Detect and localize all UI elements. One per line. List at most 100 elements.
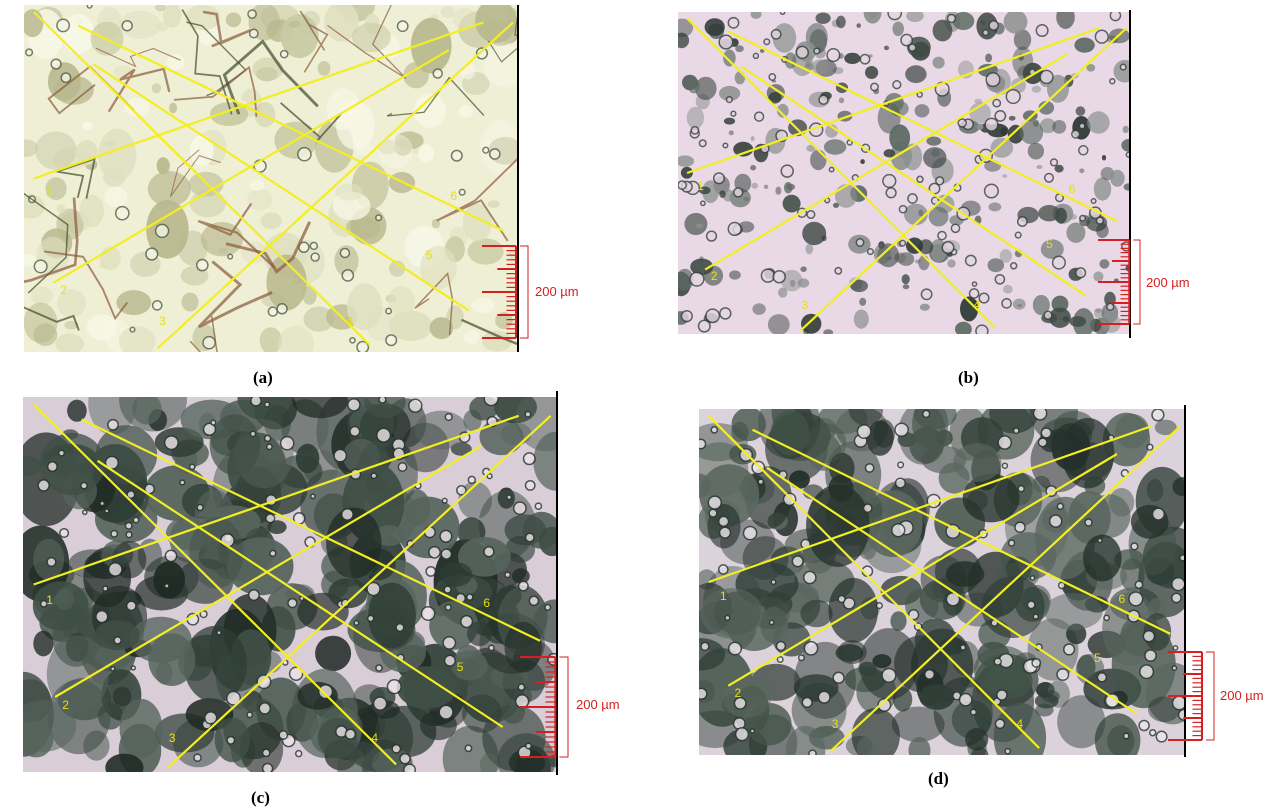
texture-blob xyxy=(945,561,985,587)
texture-blob xyxy=(98,128,137,182)
texture-blob xyxy=(844,52,861,64)
grain-boundary xyxy=(24,306,80,331)
texture-blob xyxy=(919,303,930,311)
texture-bubble xyxy=(900,33,914,47)
texture-bubble xyxy=(534,502,543,511)
texture-bubble xyxy=(772,269,786,284)
texture-bubble xyxy=(994,109,1007,122)
texture-blob xyxy=(1069,316,1087,327)
intercept-line-4 xyxy=(33,11,371,346)
texture-bubble xyxy=(443,585,452,594)
texture-blob xyxy=(785,725,826,755)
texture-bubble xyxy=(86,5,93,9)
line-number-5: 5 xyxy=(425,247,433,262)
texture-blob xyxy=(68,29,85,43)
intercept-line-3 xyxy=(799,27,1128,332)
scale-label-c: 200 µm xyxy=(576,697,620,712)
texture-blob xyxy=(374,705,437,758)
texture-bubble xyxy=(717,564,729,575)
intercept-line-2 xyxy=(54,444,482,698)
texture-bubble xyxy=(803,640,819,656)
texture-bubble xyxy=(109,665,116,672)
grain-boundary xyxy=(436,157,518,242)
texture-bubble xyxy=(1078,122,1086,130)
texture-blob xyxy=(698,186,711,195)
texture-bubble xyxy=(752,52,760,60)
texture-bubble xyxy=(261,748,271,758)
line-number-6: 6 xyxy=(450,188,458,203)
texture-blob xyxy=(684,212,708,236)
texture-bubble xyxy=(408,398,423,413)
texture-bubble xyxy=(440,548,453,560)
texture-bubble xyxy=(985,72,1001,88)
texture-blob xyxy=(901,274,910,285)
texture-blob xyxy=(686,106,705,129)
texture-blob xyxy=(480,120,518,175)
texture-bubble xyxy=(1109,12,1122,22)
texture-blob xyxy=(418,144,434,163)
line-number-6: 6 xyxy=(1068,182,1076,197)
texture-blob xyxy=(153,561,185,599)
texture-blob xyxy=(783,182,793,194)
texture-blob xyxy=(801,313,822,334)
texture-bubble xyxy=(994,718,1006,730)
texture-blob xyxy=(905,65,927,84)
texture-blob xyxy=(154,427,204,457)
texture-bubble xyxy=(997,435,1013,450)
texture-bubble xyxy=(882,173,897,189)
intercept-line-1 xyxy=(33,21,484,180)
texture-bubble xyxy=(1049,158,1059,167)
grain-boundary xyxy=(173,65,258,117)
texture-blob xyxy=(239,722,284,772)
texture-bubble xyxy=(57,449,66,457)
texture-bubble xyxy=(757,478,765,486)
caption-d: (d) xyxy=(928,769,949,788)
texture-bubble xyxy=(309,241,319,251)
texture-bubble xyxy=(894,422,909,438)
texture-bubble xyxy=(104,508,110,514)
texture-bubble xyxy=(699,438,707,450)
texture-bubble xyxy=(946,13,957,24)
texture-bubble xyxy=(782,492,797,507)
texture-blob xyxy=(775,186,782,195)
texture-bubble xyxy=(1170,592,1182,604)
intercept-line-2 xyxy=(53,49,450,284)
texture-bubble xyxy=(749,728,756,734)
texture-bubble xyxy=(727,16,740,29)
texture-bubble xyxy=(399,752,411,765)
texture-bubble xyxy=(425,565,437,577)
texture-blob xyxy=(1034,693,1059,709)
texture-blob xyxy=(1002,174,1008,179)
texture-blob xyxy=(24,302,58,343)
texture-blob xyxy=(1040,239,1064,259)
texture-bubble xyxy=(689,271,705,287)
texture-blob xyxy=(317,61,331,76)
texture-blob xyxy=(504,621,542,673)
texture-bubble xyxy=(344,728,357,740)
texture-blob xyxy=(704,18,725,36)
texture-bubble xyxy=(60,72,72,84)
scale-label-d: 200 µm xyxy=(1220,688,1264,703)
intercept-line-1 xyxy=(708,425,1152,584)
texture-bubble xyxy=(443,654,457,667)
line-number-4: 4 xyxy=(973,298,981,313)
texture-bubble xyxy=(1057,581,1066,590)
texture-blob xyxy=(1056,12,1075,29)
texture-blob xyxy=(932,19,953,42)
texture-bubble xyxy=(1035,23,1049,38)
texture-blob xyxy=(856,23,861,28)
grain-boundary xyxy=(107,67,171,113)
texture-blob xyxy=(132,397,162,425)
texture-blob xyxy=(487,200,500,208)
texture-blob xyxy=(678,32,690,49)
texture-blob xyxy=(1003,284,1013,294)
texture-blob xyxy=(866,420,894,456)
texture-blob xyxy=(479,753,500,772)
texture-bubble xyxy=(907,609,920,621)
texture-bubble xyxy=(288,666,304,681)
texture-bubble xyxy=(1079,214,1087,222)
texture-blob xyxy=(700,588,763,639)
texture-bubble xyxy=(724,614,731,622)
texture-bubble xyxy=(163,435,179,451)
texture-bubble xyxy=(504,571,512,579)
